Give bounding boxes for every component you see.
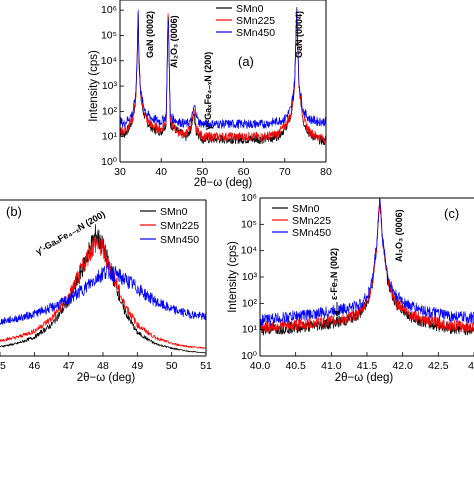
y-tick-label: 10⁴ [241, 245, 257, 257]
y-tick-label: 10¹ [102, 131, 118, 143]
legend-label: SMn0 [236, 3, 264, 15]
x-tick-label: 30 [114, 166, 126, 178]
legend-label: SMn225 [292, 215, 331, 227]
panel-c-label: (c) [444, 206, 459, 221]
y-tick-label: 10⁰ [241, 350, 258, 362]
panel-a-x-ticks: 30 40 50 60 70 80 [114, 158, 332, 178]
x-tick-label: 50 [197, 166, 209, 178]
panel-a-label: (a) [238, 54, 254, 69]
y-tick-label: 10³ [242, 271, 258, 283]
y-tick-label: 10⁰ [101, 156, 118, 168]
annotation-gan-0004: GaN (0004) [294, 11, 304, 58]
x-tick-label: 50 [166, 360, 178, 372]
panel-b-x-axis-title: 2θ−ω (deg) [77, 372, 136, 384]
legend-label: SMn0 [160, 206, 188, 218]
legend-label: SMn225 [160, 220, 199, 232]
x-tick-label: 43 [468, 360, 474, 372]
series-smn450-line [260, 198, 474, 327]
x-tick-label: 80 [320, 166, 332, 178]
panel-b-legend: SMn0 SMn225 SMn450 [140, 206, 199, 246]
annotation-gan-0002: GaN (0002) [145, 11, 155, 58]
legend-label: SMn450 [160, 234, 199, 246]
panel-a-plot-area [120, 6, 326, 146]
annotation-epsilon-fe3n-002: ε-Fe₃N (002) [329, 248, 339, 300]
panel-c-y-ticks: 10⁰ 10¹ 10² 10³ 10⁴ 10⁵ 10⁶ [241, 192, 264, 362]
panel-b-plot-area [0, 224, 206, 354]
y-tick-label: 10¹ [242, 324, 258, 336]
panel-a-annotations: GaN (0002) Al₂O₃ (0006) γ'-GaₓFe₄₋ₓN (20… [145, 11, 304, 130]
x-tick-label: 51 [200, 360, 212, 372]
x-tick-label: 41.0 [321, 360, 342, 372]
panel-a-y-axis-title: Intensity (cps) [88, 50, 100, 122]
panel-a-y-ticks: 10⁰ 10¹ 10² 10³ 10⁴ 10⁵ 10⁶ [101, 4, 124, 168]
panel-c-y-axis-title: Intensity (cps) [227, 241, 239, 313]
y-tick-label: 10⁶ [101, 4, 117, 16]
panel-a-x-axis-title: 2θ−ω (deg) [194, 177, 253, 189]
legend-label: SMn225 [236, 15, 275, 27]
series-smn450-line [120, 9, 326, 129]
x-tick-label: 40 [155, 166, 167, 178]
series-smn450-line [0, 262, 206, 325]
y-tick-label: 10³ [102, 80, 118, 92]
x-tick-label: 46 [28, 360, 40, 372]
x-tick-label: 60 [238, 166, 250, 178]
legend-label: SMn0 [292, 203, 320, 215]
annotation-c-al2o3-0006: Al₂O₃ (0006) [394, 209, 404, 262]
annotation-epsilon-arrow-head [334, 311, 340, 317]
series-smn225-line [0, 235, 206, 349]
panel-b: 45464748495051 2θ−ω (deg) (b) γ'-GaₓFe₄₋… [0, 199, 212, 384]
annotation-gamma-prime-200: γ'-GaₓFe₄₋ₓN (200) [203, 52, 213, 130]
y-tick-label: 10⁴ [101, 55, 117, 67]
panel-c-annotations: ε-Fe₃N (002) Al₂O₃ (0006) [329, 209, 404, 317]
y-tick-label: 10⁵ [101, 29, 117, 41]
x-tick-label: 42.5 [428, 360, 449, 372]
x-tick-label: 49 [131, 360, 143, 372]
panel-c-x-ticks: 40.0 40.5 41.0 41.5 42.0 42.5 43 [250, 352, 474, 372]
panel-a: 30 40 50 60 70 80 10⁰ 10¹ 10² 10³ 10⁴ 10⁵ 10⁶ 2θ−ω … [88, 0, 332, 189]
legend-label: SMn450 [292, 227, 331, 239]
series-smn225-line [260, 198, 474, 333]
x-tick-label: 70 [279, 166, 291, 178]
y-tick-label: 10⁶ [241, 192, 257, 204]
panel-c: 40.040.541.041.542.042.543 10⁰10¹10²10³1… [227, 192, 474, 384]
y-tick-label: 10² [242, 297, 258, 309]
x-tick-label: 42.0 [392, 360, 413, 372]
y-tick-label: 10⁵ [241, 218, 257, 230]
panel-b-x-ticks: 45 46 47 48 49 50 51 [0, 352, 212, 372]
x-tick-label: 40.5 [285, 360, 306, 372]
panel-c-x-axis-title: 2θ−ω (deg) [335, 372, 394, 384]
legend-label: SMn450 [236, 27, 275, 39]
x-tick-label: 40.0 [250, 360, 271, 372]
panel-c-plot-area [260, 198, 474, 336]
x-tick-label: 48 [97, 360, 109, 372]
panel-b-label: (b) [6, 204, 22, 219]
annotation-al2o3-0006: Al₂O₃ (0006) [169, 15, 179, 68]
x-tick-label: 47 [63, 360, 75, 372]
x-tick-label: 45 [0, 360, 6, 372]
x-tick-label: 41.5 [357, 360, 378, 372]
y-tick-label: 10² [102, 105, 118, 117]
